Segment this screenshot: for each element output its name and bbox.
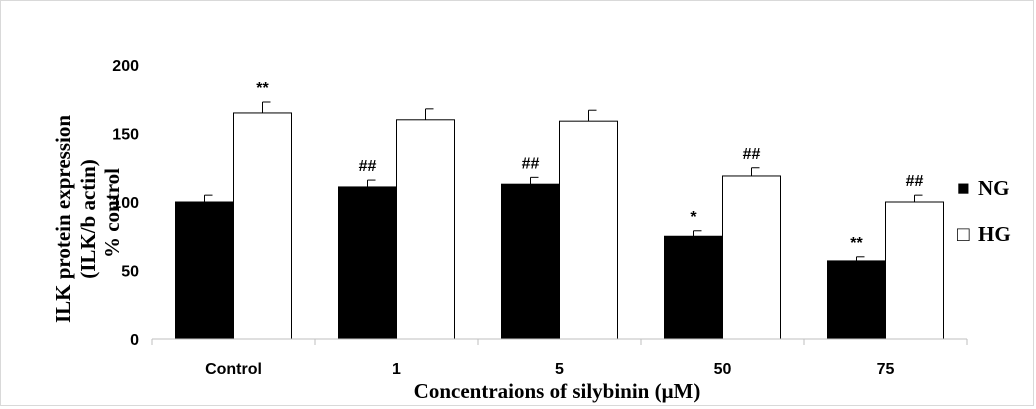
bar-hg-0	[233, 112, 292, 340]
significance-label-ng-3: *	[690, 209, 697, 226]
y-tick-label-3: 150	[112, 127, 139, 144]
bar-hg-4	[885, 201, 944, 340]
bar-ng-2	[501, 183, 560, 340]
legend-label-hg: HG	[978, 222, 1011, 246]
x-tick-label-3: 50	[714, 361, 732, 378]
y-axis-label-line-3: % control	[100, 168, 124, 258]
y-axis-label-line-1: ILK protein expression	[51, 115, 75, 323]
legend-symbol-hg: □	[957, 222, 970, 246]
significance-label-ng-4: **	[850, 235, 863, 252]
y-axis-label-line-2: (ILK/b actin)	[76, 159, 100, 279]
legend: ■ NG □ HG	[957, 176, 1011, 246]
x-axis-label: Concentraions of silybinin (μM)	[414, 379, 701, 403]
error-bars-group	[204, 101, 923, 261]
legend-label-ng: NG	[978, 176, 1010, 200]
y-tick-label-0: 0	[130, 332, 139, 349]
significance-label-hg-4: ##	[906, 173, 924, 190]
y-tick-label-2: 100	[112, 195, 139, 212]
significance-label-hg-0: **	[256, 80, 269, 97]
bar-hg-3	[722, 175, 781, 340]
legend-symbol-ng: ■	[957, 176, 970, 200]
y-axis-ticks-group: 0 50 100 150 200	[112, 58, 139, 349]
significance-label-ng-2: ##	[522, 155, 540, 172]
bar-ng-4	[827, 260, 886, 340]
significance-label-hg-3: ##	[743, 146, 761, 163]
bar-ng-1	[338, 186, 397, 340]
x-tick-label-2: 5	[555, 361, 564, 378]
y-tick-label-4: 200	[112, 58, 139, 75]
significance-label-ng-1: ##	[359, 158, 377, 175]
bars-group	[175, 112, 944, 340]
bar-ng-3	[664, 235, 723, 340]
significance-labels-group: ** ## ## * ## ** ##	[256, 80, 923, 252]
x-tick-label-4: 75	[877, 361, 895, 378]
y-tick-label-1: 50	[121, 264, 139, 281]
x-axis-ticks-group: Control 1 5 50 75	[151, 339, 968, 378]
bar-hg-1	[396, 119, 455, 340]
bar-hg-2	[559, 120, 618, 340]
bar-ng-0	[175, 201, 234, 340]
x-tick-label-0: Control	[205, 361, 262, 378]
x-tick-label-1: 1	[392, 361, 401, 378]
